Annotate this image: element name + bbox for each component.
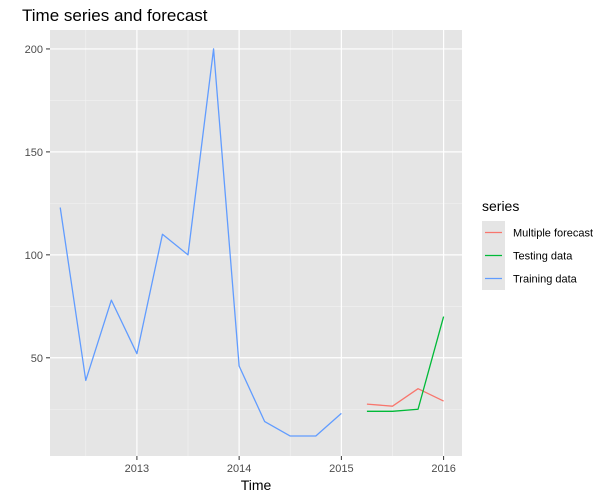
series-line-multiple-forecast xyxy=(366,388,444,407)
legend-items: Multiple forecast Testing data Training da… xyxy=(482,221,593,290)
series-line-testing-data xyxy=(366,316,445,412)
legend-title: series xyxy=(482,198,519,214)
y-axis: 50 100 150 200 xyxy=(25,44,50,365)
legend-label-multiple-forecast: Multiple forecast xyxy=(513,228,593,240)
y-tick-label: 100 xyxy=(25,250,43,262)
legend: series Multiple forecast Testing data Trai… xyxy=(482,198,593,290)
legend-label-training-data: Training data xyxy=(513,274,578,286)
y-tick-label: 200 xyxy=(25,44,43,56)
legend-label-testing-data: Testing data xyxy=(513,251,573,263)
x-tick-label: 2016 xyxy=(431,463,455,475)
grid-major xyxy=(50,30,462,456)
grid-minor xyxy=(50,30,462,456)
x-tick-label: 2013 xyxy=(125,463,149,475)
chart-title: Time series and forecast xyxy=(22,6,208,25)
x-axis-title: Time xyxy=(241,477,272,493)
x-tick-label: 2015 xyxy=(329,463,353,475)
x-axis: 2013 2014 2015 2016 xyxy=(125,456,456,475)
series-line-training-data xyxy=(59,48,342,437)
plot-panel xyxy=(50,30,462,456)
y-tick-label: 150 xyxy=(25,147,43,159)
y-tick-label: 50 xyxy=(31,353,43,365)
series-layer xyxy=(59,48,445,437)
x-tick-label: 2014 xyxy=(227,463,251,475)
